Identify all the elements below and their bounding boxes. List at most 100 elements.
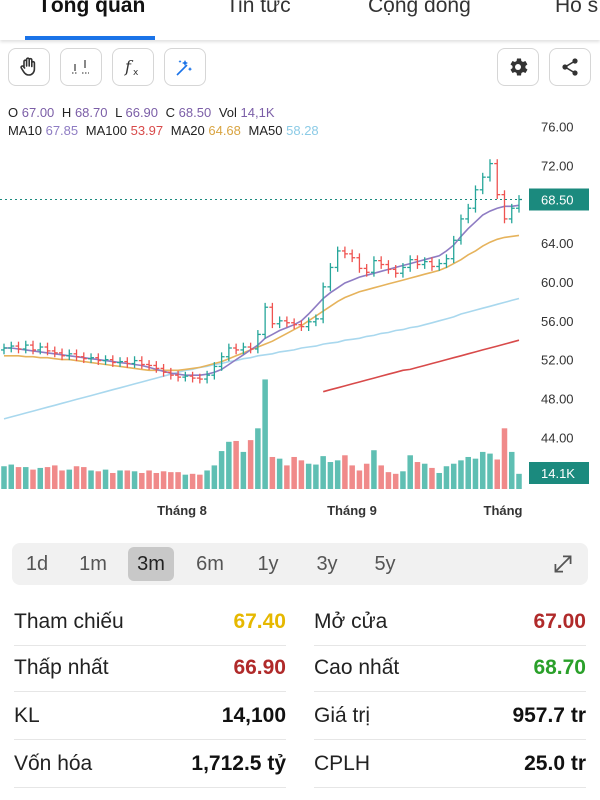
volume-bar	[37, 467, 44, 489]
volume-bar	[429, 467, 435, 489]
stat-value: Giá trị 957.7 tr	[314, 694, 586, 740]
volume-bar	[240, 451, 247, 489]
volume-bar	[146, 470, 152, 489]
ohlc-legend: O 67.00 H 68.70 L 66.90 C 68.50 Vol 14,1…	[8, 104, 323, 140]
high-price-label: Cao nhất	[314, 656, 400, 679]
low-value: 66.90	[125, 105, 159, 120]
volume-bar	[66, 469, 73, 489]
expand-icon[interactable]	[550, 551, 576, 577]
ma-row: MA10 67.85 MA100 53.97 MA20 64.68 MA50 5…	[8, 122, 323, 140]
volume-bar	[407, 455, 413, 489]
reference-label: Tham chiếu	[14, 610, 124, 633]
volume-bar	[276, 458, 283, 489]
ma50-line	[3, 297, 520, 420]
last-price-label: 68.50	[541, 193, 574, 208]
y-tick-label: 48.00	[541, 391, 574, 406]
volume-bar	[30, 469, 36, 489]
period-5y[interactable]: 5y	[374, 553, 396, 575]
ma50-value: 58.28	[286, 123, 319, 138]
volume-bar	[313, 464, 319, 489]
volume-bar	[378, 465, 384, 489]
x-tick-label: Tháng 9	[327, 503, 377, 518]
volume-bar	[211, 465, 218, 489]
volume-bar	[52, 465, 58, 489]
volume-bar	[233, 440, 239, 489]
ma100-line	[322, 339, 520, 393]
volume-bar	[487, 453, 493, 489]
volume-bar	[131, 471, 138, 489]
active-tab-indicator	[25, 36, 155, 40]
crosshair-icon	[72, 60, 89, 74]
tab-community[interactable]: Cộng đồng	[368, 0, 471, 17]
volume-bar	[436, 472, 442, 489]
last-price-badge	[529, 188, 589, 211]
period-1d[interactable]: 1d	[25, 553, 49, 575]
last-volume-label: 14.1K	[541, 466, 575, 481]
share-button[interactable]	[549, 48, 591, 86]
high-value: 68.70	[74, 105, 108, 120]
volume-bar	[160, 471, 167, 489]
period-selector: 1d 1m 3m 6m 1y 3y 5y	[12, 543, 588, 585]
volume-bar	[334, 460, 341, 489]
tab-news[interactable]: Tin tức	[226, 0, 291, 17]
volume-bar	[392, 473, 399, 489]
volume-bar	[501, 428, 508, 489]
volume-bar	[342, 455, 348, 489]
candlestick-chart-canvas: 76.0072.0068.0064.0060.0056.0052.0048.00…	[0, 120, 589, 518]
low-label: L	[115, 105, 122, 120]
drawing-tool-button[interactable]	[164, 48, 206, 86]
last-volume-badge	[529, 462, 589, 484]
volume-bar	[508, 451, 515, 489]
volume-bar	[204, 470, 210, 489]
low-price-value: 66.90	[233, 656, 286, 679]
volume-bar	[110, 472, 116, 489]
chart-settings-button[interactable]	[497, 48, 539, 86]
volume-label: Vol	[218, 105, 237, 120]
volume-bar	[182, 474, 189, 489]
indicator-function-button[interactable]: f x	[112, 48, 154, 86]
period-1m[interactable]: 1m	[79, 553, 107, 575]
svg-text:x: x	[133, 68, 139, 78]
stat-volume: KL 14,100	[14, 694, 286, 740]
volume-bar	[291, 456, 297, 489]
volume-bar	[363, 463, 370, 489]
hand-tool-button[interactable]	[8, 48, 50, 86]
y-tick-label: 44.00	[541, 430, 574, 445]
shares-label: CPLH	[314, 752, 371, 775]
stat-low: Thấp nhất 66.90	[14, 646, 286, 692]
price-chart[interactable]: 76.0072.0068.0064.0060.0056.0052.0048.00…	[0, 95, 600, 525]
volume-bar	[124, 470, 131, 489]
low-price-label: Thấp nhất	[14, 656, 109, 679]
y-tick-label: 76.00	[541, 120, 574, 135]
ma10-value: 67.85	[45, 123, 79, 138]
trade-value-value: 957.7 tr	[512, 704, 586, 727]
period-3m[interactable]: 3m	[128, 547, 174, 581]
tab-profile[interactable]: Hồ s	[555, 0, 599, 17]
crosshair-tool-button[interactable]	[60, 48, 102, 86]
stat-open: Mở cửa 67.00	[314, 600, 586, 646]
volume-bar	[414, 462, 421, 489]
period-1y[interactable]: 1y	[257, 553, 279, 575]
hand-icon	[20, 57, 36, 76]
close-value: 68.50	[178, 105, 212, 120]
x-tick-label: Tháng 8	[157, 503, 207, 518]
open-price-label: Mở cửa	[314, 610, 388, 633]
volume-bar	[479, 451, 486, 489]
volume-bar	[320, 456, 326, 489]
volume-bar	[371, 450, 377, 489]
shares-value: 25.0 tr	[524, 752, 586, 775]
y-tick-label: 64.00	[541, 236, 574, 251]
stat-shares: CPLH 25.0 tr	[314, 742, 586, 788]
tab-overview[interactable]: Tổng quan	[38, 0, 146, 17]
y-tick-label: 56.00	[541, 314, 574, 329]
volume-bar	[189, 473, 196, 489]
volume-bar	[298, 460, 305, 489]
reference-value: 67.40	[233, 610, 286, 633]
volume-bar	[465, 456, 471, 489]
period-3y[interactable]: 3y	[316, 553, 338, 575]
volume-bar	[305, 463, 312, 489]
volume-bar	[385, 472, 392, 489]
period-6m[interactable]: 6m	[196, 553, 224, 575]
ohlc-row: O 67.00 H 68.70 L 66.90 C 68.50 Vol 14,1…	[8, 104, 323, 122]
volume-value: 14,1K	[240, 105, 275, 120]
